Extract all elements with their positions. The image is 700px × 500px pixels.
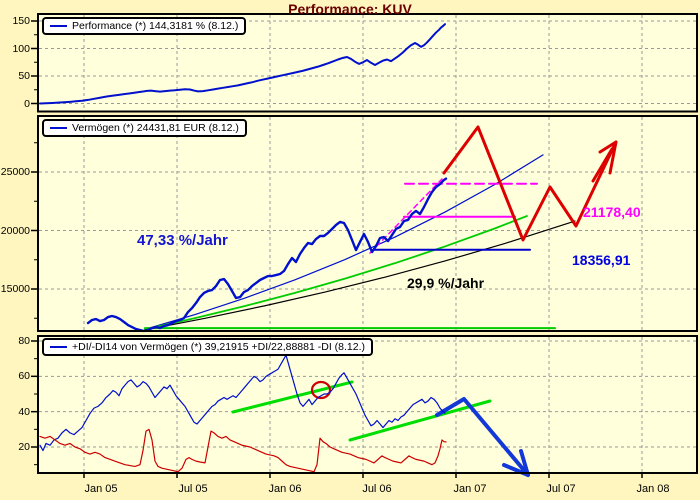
y-tick-label: 0 bbox=[24, 97, 30, 110]
x-axis-label: Jan 06 bbox=[268, 483, 302, 495]
annotation-rate-47: 47,33 %/Jahr bbox=[137, 232, 228, 249]
panel-border bbox=[37, 115, 698, 332]
series-+DI14 bbox=[39, 354, 446, 452]
legend-line-sample-icon bbox=[50, 346, 67, 348]
x-axis-label: Jan 07 bbox=[453, 483, 487, 495]
annotation-rate-29: 29,9 %/Jahr bbox=[407, 275, 485, 291]
support-dashed bbox=[369, 178, 443, 254]
x-axis-label: Jul 06 bbox=[362, 483, 392, 495]
blue-arrowhead bbox=[502, 449, 530, 477]
x-axis-label: Jan 08 bbox=[636, 483, 670, 495]
trend-29-percent bbox=[144, 220, 576, 331]
y-tick-label: 50 bbox=[18, 70, 30, 82]
red-projection-stroke2 bbox=[591, 147, 614, 183]
panel-background bbox=[38, 336, 697, 473]
green-trend-a bbox=[231, 380, 354, 414]
legend-line-sample-icon bbox=[50, 127, 67, 129]
y-tick-label: 15000 bbox=[0, 283, 30, 295]
legend-vermoegen[interactable]: Vermögen (*) 24431,81 EUR (8.12.) bbox=[42, 119, 247, 137]
chart-title: Performance: KUV bbox=[288, 1, 412, 17]
y-tick-label: 80 bbox=[18, 335, 30, 347]
y-tick-label: 20 bbox=[18, 441, 30, 453]
y-tick-label: 25000 bbox=[0, 166, 30, 178]
y-tick-label: 20000 bbox=[0, 224, 30, 237]
y-tick-label: 40 bbox=[18, 405, 30, 418]
annotation-level-18356: 18356,91 bbox=[572, 252, 631, 268]
x-axis-label: Jul 05 bbox=[178, 483, 208, 495]
red-projection-zigzag bbox=[442, 125, 618, 242]
trend-47-percent bbox=[144, 154, 544, 330]
red-arrowhead bbox=[598, 140, 618, 175]
series-Vermögen bbox=[86, 177, 448, 333]
green-trend-b bbox=[348, 399, 492, 442]
y-tick-label: 60 bbox=[18, 370, 30, 383]
y-tick-label: 100 bbox=[12, 42, 30, 55]
trend-green bbox=[144, 215, 528, 331]
y-tick-label: 150 bbox=[12, 15, 30, 27]
series-Performance bbox=[39, 23, 446, 105]
x-axis-label: Jan 05 bbox=[84, 483, 118, 495]
legend-vermoegen-label: Vermögen (*) 24431,81 EUR (8.12.) bbox=[72, 122, 239, 134]
x-axis-label: Jul 07 bbox=[546, 483, 576, 495]
red-circle-highlight bbox=[310, 380, 332, 400]
legend-line-sample-icon bbox=[50, 25, 67, 27]
legend-di-label: +DI/-DI14 von Vermögen (*) 39,21915 +DI/… bbox=[72, 341, 366, 353]
legend-performance[interactable]: Performance (*) 144,3181 % (8.12.) bbox=[42, 17, 247, 35]
blue-arrow-shaft bbox=[435, 397, 530, 477]
legend-di[interactable]: +DI/-DI14 von Vermögen (*) 39,21915 +DI/… bbox=[42, 338, 374, 356]
annotation-level-21178: 21178,40 bbox=[583, 204, 641, 220]
panel-border bbox=[37, 335, 698, 474]
panel-background bbox=[38, 116, 697, 331]
series--DI14 bbox=[39, 428, 447, 473]
legend-performance-label: Performance (*) 144,3181 % (8.12.) bbox=[72, 20, 239, 32]
